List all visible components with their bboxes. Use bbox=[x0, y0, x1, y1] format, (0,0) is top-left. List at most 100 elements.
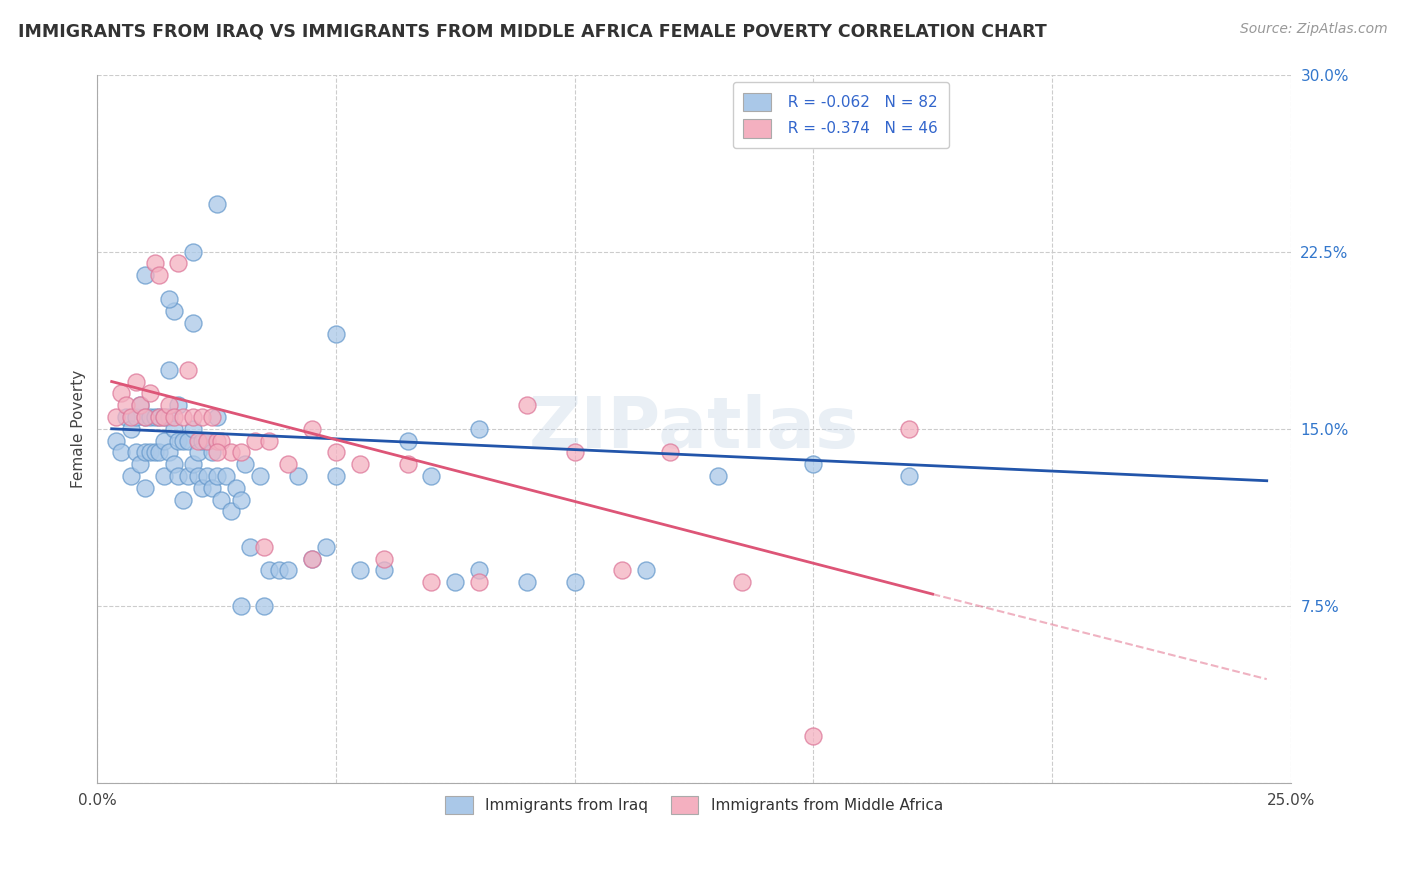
Point bbox=[897, 469, 920, 483]
Point bbox=[120, 422, 142, 436]
Point bbox=[233, 457, 256, 471]
Point bbox=[129, 398, 152, 412]
Point bbox=[301, 422, 323, 436]
Point bbox=[707, 469, 730, 483]
Point bbox=[148, 445, 170, 459]
Point bbox=[134, 409, 156, 424]
Point bbox=[239, 540, 262, 554]
Point bbox=[177, 434, 200, 448]
Point bbox=[191, 409, 214, 424]
Point bbox=[516, 398, 538, 412]
Point bbox=[163, 457, 186, 471]
Point bbox=[167, 434, 190, 448]
Point bbox=[163, 422, 186, 436]
Point bbox=[172, 492, 194, 507]
Text: Source: ZipAtlas.com: Source: ZipAtlas.com bbox=[1240, 22, 1388, 37]
Point bbox=[420, 575, 443, 590]
Point bbox=[801, 729, 824, 743]
Point bbox=[120, 469, 142, 483]
Point bbox=[115, 398, 138, 412]
Point bbox=[349, 564, 371, 578]
Point bbox=[659, 445, 682, 459]
Text: IMMIGRANTS FROM IRAQ VS IMMIGRANTS FROM MIDDLE AFRICA FEMALE POVERTY CORRELATION: IMMIGRANTS FROM IRAQ VS IMMIGRANTS FROM … bbox=[18, 22, 1047, 40]
Point bbox=[201, 481, 224, 495]
Point bbox=[191, 434, 214, 448]
Point bbox=[205, 445, 228, 459]
Point bbox=[167, 398, 190, 412]
Point bbox=[153, 409, 176, 424]
Point bbox=[267, 564, 290, 578]
Text: ZIPatlas: ZIPatlas bbox=[529, 394, 859, 463]
Point bbox=[167, 469, 190, 483]
Point bbox=[157, 445, 180, 459]
Legend: Immigrants from Iraq, Immigrants from Middle Africa: Immigrants from Iraq, Immigrants from Mi… bbox=[434, 785, 953, 825]
Point bbox=[229, 492, 252, 507]
Point bbox=[115, 409, 138, 424]
Point bbox=[373, 564, 395, 578]
Point bbox=[153, 434, 176, 448]
Point bbox=[301, 551, 323, 566]
Point bbox=[257, 434, 280, 448]
Point bbox=[110, 445, 132, 459]
Point bbox=[225, 481, 247, 495]
Point bbox=[801, 457, 824, 471]
Point bbox=[139, 445, 162, 459]
Point bbox=[187, 445, 209, 459]
Point bbox=[205, 469, 228, 483]
Point bbox=[124, 409, 146, 424]
Point bbox=[181, 244, 204, 259]
Point bbox=[205, 197, 228, 211]
Point bbox=[105, 434, 128, 448]
Point bbox=[148, 268, 170, 283]
Point bbox=[205, 434, 228, 448]
Point bbox=[468, 422, 491, 436]
Point bbox=[153, 409, 176, 424]
Point bbox=[157, 409, 180, 424]
Point bbox=[325, 445, 347, 459]
Point bbox=[373, 551, 395, 566]
Point bbox=[124, 445, 146, 459]
Point bbox=[195, 434, 218, 448]
Point bbox=[134, 445, 156, 459]
Point bbox=[143, 409, 166, 424]
Point bbox=[325, 469, 347, 483]
Point bbox=[105, 409, 128, 424]
Point bbox=[229, 599, 252, 613]
Point bbox=[219, 445, 242, 459]
Point bbox=[301, 551, 323, 566]
Point bbox=[249, 469, 271, 483]
Point bbox=[396, 457, 419, 471]
Point bbox=[167, 256, 190, 270]
Point bbox=[181, 457, 204, 471]
Point bbox=[181, 422, 204, 436]
Point bbox=[325, 327, 347, 342]
Point bbox=[468, 564, 491, 578]
Point bbox=[172, 434, 194, 448]
Point bbox=[110, 386, 132, 401]
Point bbox=[201, 409, 224, 424]
Point bbox=[731, 575, 754, 590]
Point bbox=[139, 386, 162, 401]
Point bbox=[215, 469, 238, 483]
Point bbox=[124, 375, 146, 389]
Point bbox=[315, 540, 337, 554]
Point bbox=[229, 445, 252, 459]
Point bbox=[181, 409, 204, 424]
Point bbox=[120, 409, 142, 424]
Point bbox=[143, 256, 166, 270]
Point bbox=[287, 469, 309, 483]
Point bbox=[396, 434, 419, 448]
Point bbox=[163, 303, 186, 318]
Point bbox=[277, 564, 299, 578]
Point bbox=[201, 445, 224, 459]
Point bbox=[139, 409, 162, 424]
Point bbox=[211, 434, 233, 448]
Point bbox=[181, 316, 204, 330]
Point bbox=[564, 575, 586, 590]
Point bbox=[157, 292, 180, 306]
Point bbox=[134, 268, 156, 283]
Point bbox=[148, 409, 170, 424]
Point bbox=[897, 422, 920, 436]
Point bbox=[191, 481, 214, 495]
Point bbox=[134, 409, 156, 424]
